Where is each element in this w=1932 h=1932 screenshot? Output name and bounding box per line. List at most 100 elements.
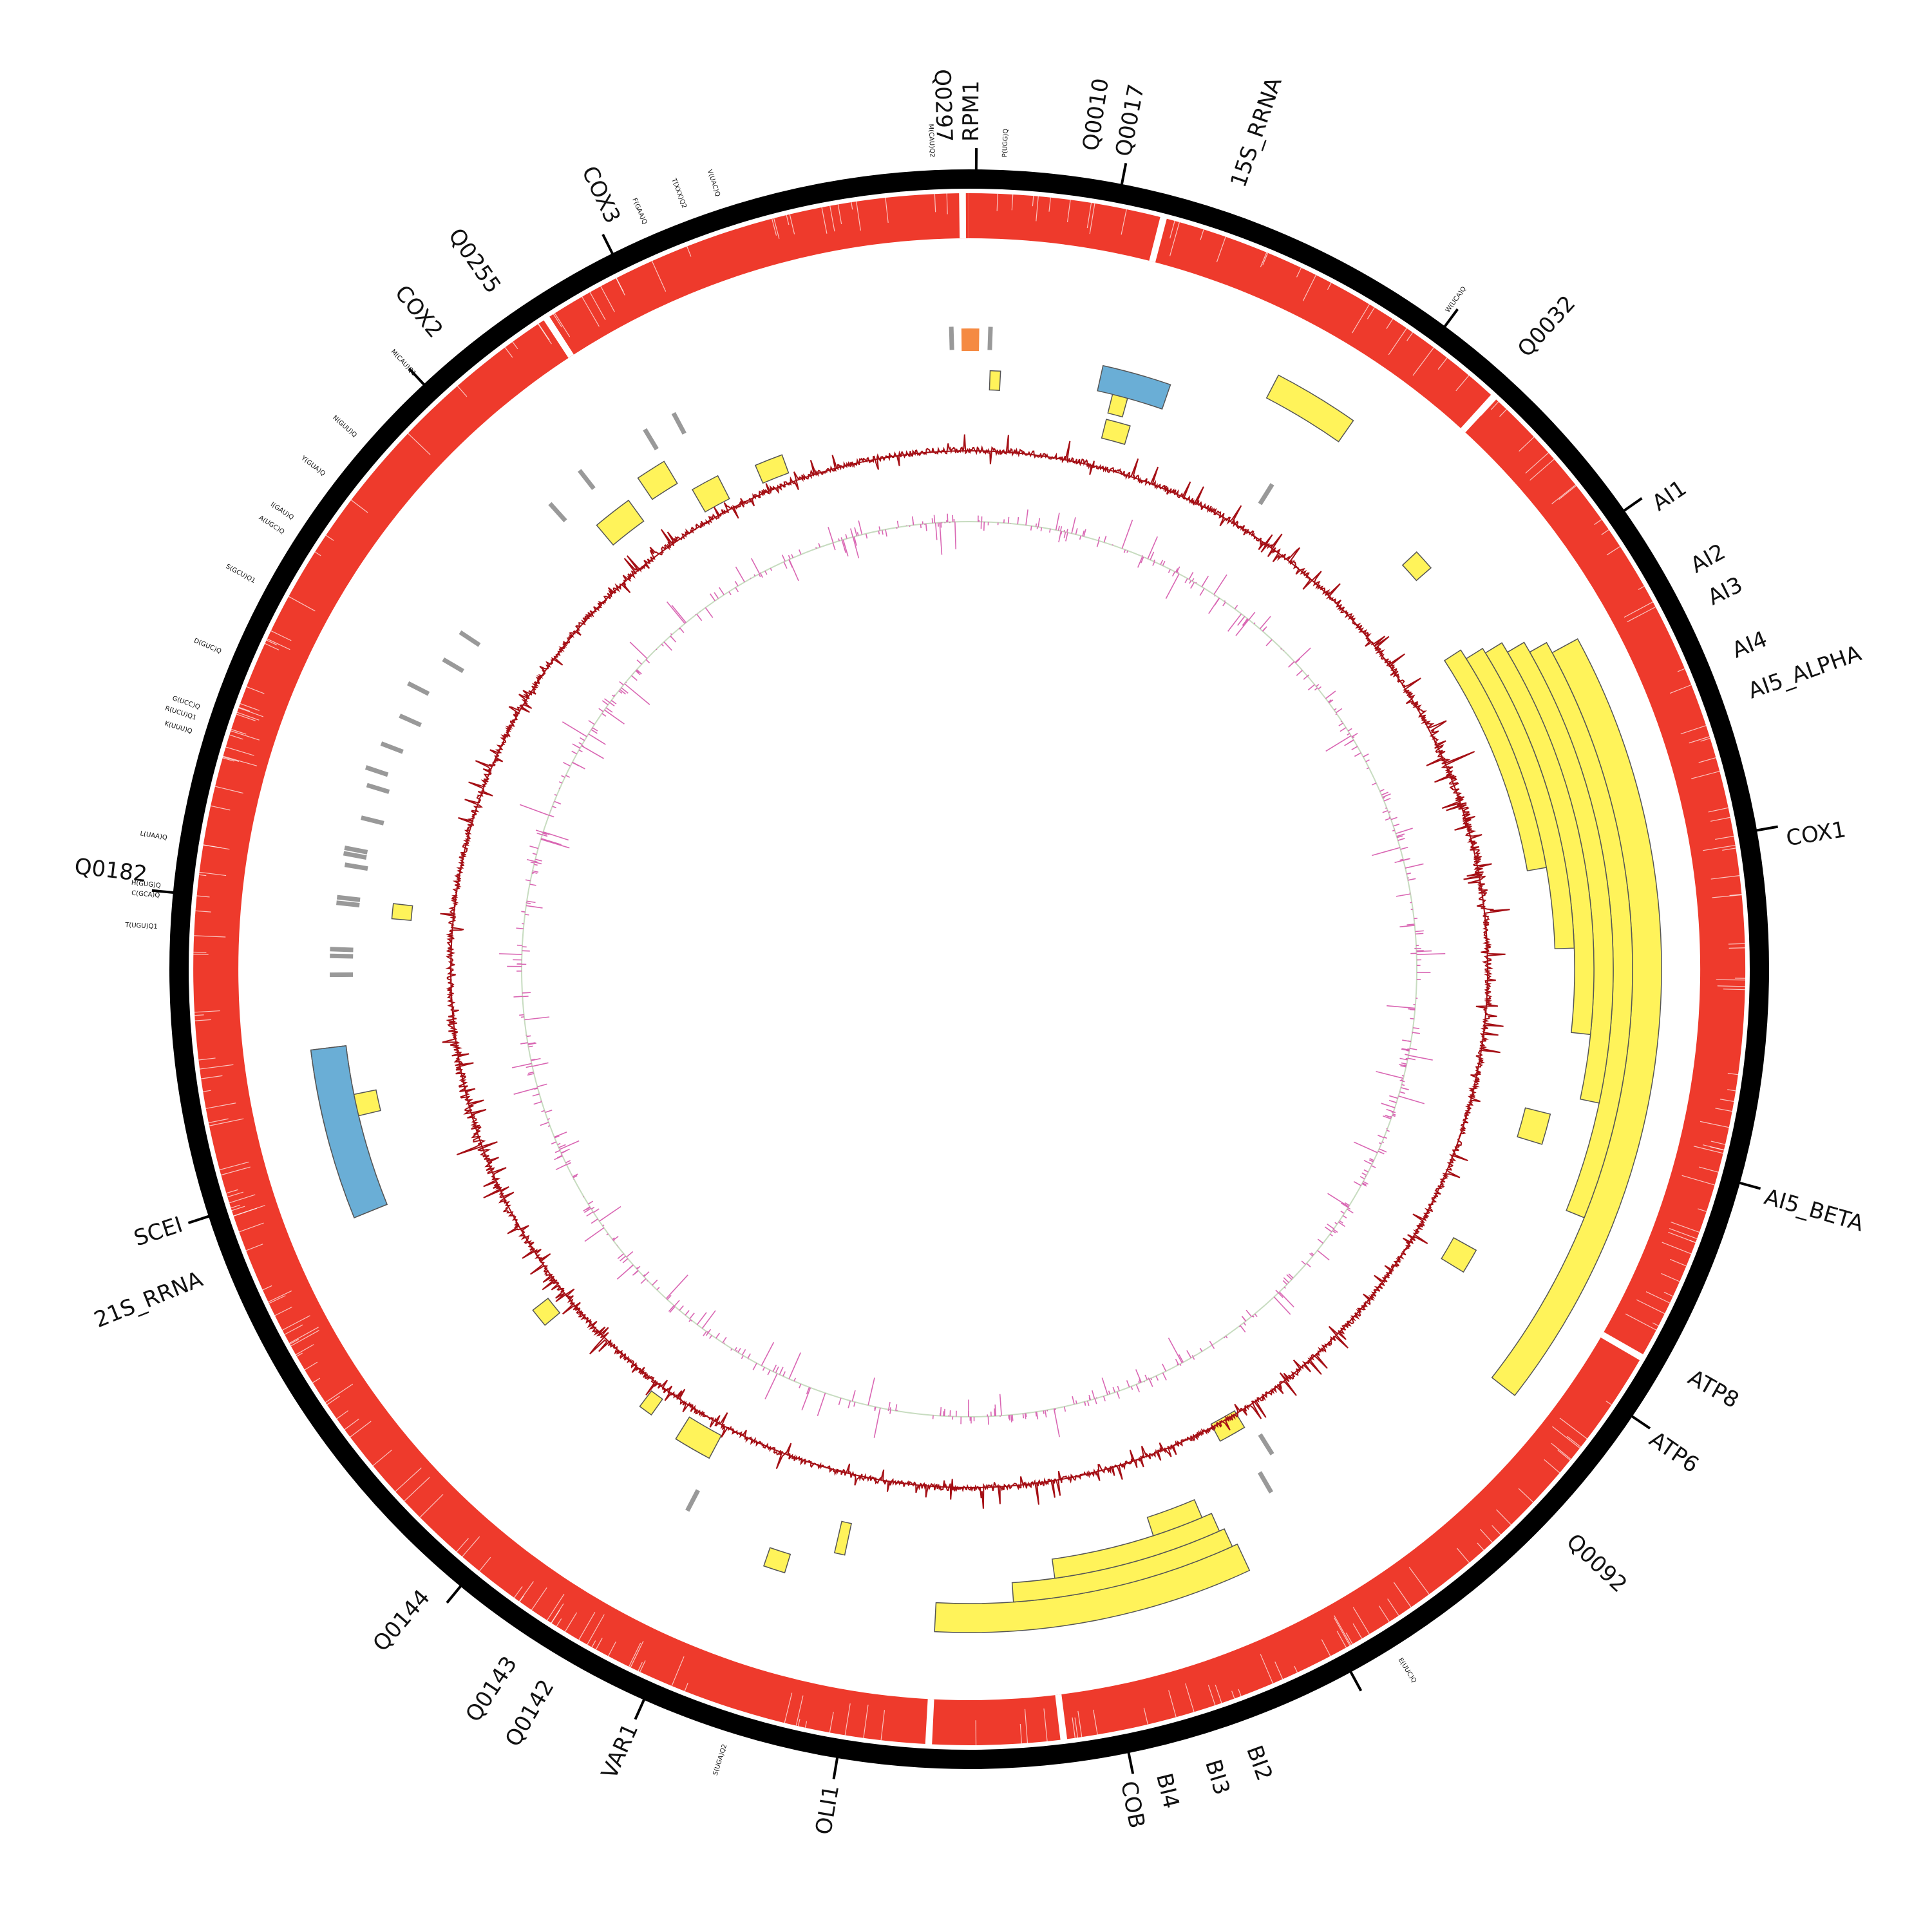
coverage-dip bbox=[404, 1477, 430, 1502]
gc-skew-bar bbox=[1283, 1277, 1289, 1283]
gc-skew-bar bbox=[636, 659, 642, 665]
gc-skew-bar bbox=[735, 1349, 738, 1352]
gc-skew-bar bbox=[601, 700, 609, 706]
gc-skew-bar bbox=[1091, 1390, 1095, 1399]
gc-skew-bar bbox=[775, 1366, 779, 1374]
gc-skew-bar bbox=[585, 1206, 591, 1211]
coverage-dip bbox=[1238, 1689, 1242, 1696]
gc-skew-bar bbox=[715, 1332, 720, 1339]
gc-skew-bar bbox=[1211, 1345, 1215, 1349]
coverage-dip bbox=[630, 1640, 644, 1668]
gc-skew-bar bbox=[1201, 576, 1209, 587]
gc-skew-bar bbox=[1063, 529, 1065, 532]
gc-skew-bar bbox=[1295, 658, 1300, 663]
gc-skew-bar bbox=[1390, 817, 1397, 820]
gc-skew-bar bbox=[1392, 1113, 1396, 1116]
gc-skew-bar bbox=[1324, 1226, 1332, 1233]
coverage-dip bbox=[1689, 736, 1710, 744]
coverage-dip bbox=[578, 1612, 596, 1640]
coverage-dip bbox=[1334, 1615, 1351, 1645]
gene-feature bbox=[1401, 551, 1432, 582]
gc-skew-bar bbox=[542, 832, 547, 835]
trna-label: M(CAU)Q1 bbox=[390, 348, 417, 377]
coverage-dip bbox=[639, 1660, 646, 1672]
tick-mark bbox=[1622, 497, 1643, 513]
gc-skew-bar bbox=[609, 702, 615, 706]
gc-skew-bar bbox=[881, 530, 884, 535]
gc-skew-bar bbox=[838, 1397, 842, 1406]
coverage-dip bbox=[289, 1327, 319, 1344]
gc-skew-bar bbox=[1147, 536, 1158, 560]
gc-skew-bar bbox=[1388, 811, 1391, 813]
coverage-dip bbox=[1728, 947, 1745, 949]
gc-skew-bar bbox=[1361, 1172, 1367, 1176]
gc-skew-bar bbox=[652, 1280, 658, 1286]
coverage-dip bbox=[1089, 203, 1095, 234]
gene-label: BI2 bbox=[1241, 1742, 1277, 1784]
gc-skew-bar bbox=[1393, 823, 1400, 827]
ncrna-feature bbox=[961, 328, 980, 352]
coverage-dip bbox=[1490, 401, 1499, 410]
gc-skew-bar bbox=[541, 1110, 545, 1113]
gc-skew-bar bbox=[647, 1280, 649, 1282]
gc-skew-bar bbox=[888, 1402, 891, 1410]
gc-skew-bar bbox=[663, 641, 672, 651]
gc-skew-bar bbox=[999, 1394, 1002, 1416]
gc-skew-bar bbox=[1385, 1114, 1392, 1118]
tick-mark bbox=[1349, 1670, 1363, 1692]
gc-skew-bar bbox=[558, 787, 560, 789]
coverage-dip bbox=[1367, 307, 1375, 319]
gc-skew-bar bbox=[934, 522, 938, 540]
coverage-dip bbox=[1712, 894, 1742, 898]
coverage-dip bbox=[1693, 1146, 1723, 1154]
gc-skew-bar bbox=[524, 1016, 550, 1021]
coverage-dip bbox=[1700, 737, 1710, 742]
gc-skew-bar bbox=[1410, 1018, 1414, 1019]
gc-skew-bar bbox=[1112, 1387, 1115, 1393]
gc-skew-bar bbox=[1262, 627, 1266, 632]
coverage-dip bbox=[773, 218, 780, 239]
coverage-dip bbox=[1700, 1121, 1729, 1128]
gc-skew-bar bbox=[1213, 574, 1227, 595]
gc-skew-bar bbox=[1009, 1415, 1010, 1421]
gc-skew-bar bbox=[1307, 674, 1309, 677]
gc-skew-bar bbox=[618, 690, 623, 694]
gc-skew-bar bbox=[1150, 551, 1155, 560]
gc-skew-bar bbox=[679, 628, 681, 630]
gc-skew-bar bbox=[572, 1173, 578, 1177]
gc-skew-bar bbox=[815, 547, 817, 549]
gc-skew-bar bbox=[838, 538, 840, 542]
gc-skew-bar bbox=[531, 1057, 541, 1061]
gene-label: COX2 bbox=[390, 280, 448, 343]
coverage-dip bbox=[1406, 332, 1414, 341]
gc-skew-bar bbox=[767, 1370, 771, 1376]
gc-skew-bar bbox=[793, 1378, 796, 1381]
coverage-gap bbox=[1461, 394, 1497, 433]
gc-skew-bar bbox=[667, 601, 686, 624]
gc-skew-bar bbox=[1248, 612, 1256, 620]
trna-feature bbox=[399, 714, 422, 728]
gc-skew-bar bbox=[1252, 1315, 1255, 1318]
gc-skew-bar bbox=[1402, 1039, 1411, 1043]
gene-label: Q0092 bbox=[1561, 1529, 1632, 1598]
gc-skew-bar bbox=[1224, 600, 1226, 602]
coverage-dip bbox=[314, 551, 321, 556]
gene-label: OLI1 bbox=[811, 1783, 844, 1837]
gc-skew-bar bbox=[573, 1175, 578, 1179]
gc-skew-bar bbox=[1195, 582, 1197, 583]
trna-feature bbox=[344, 862, 368, 871]
coverage-dip bbox=[407, 433, 431, 455]
gc-skew-bar bbox=[591, 1218, 598, 1224]
coverage-dip bbox=[395, 1467, 422, 1492]
gene-label: ATP8 bbox=[1683, 1365, 1743, 1414]
coverage-dip bbox=[829, 1712, 834, 1733]
coverage-dip bbox=[205, 1103, 236, 1109]
gc-skew-bar bbox=[845, 534, 848, 539]
gene-feature bbox=[532, 1297, 561, 1326]
gc-skew-bar bbox=[1177, 572, 1180, 574]
gc-skew-bar bbox=[1401, 1087, 1409, 1090]
gc-skew-bar bbox=[783, 562, 788, 569]
gc-skew-bar bbox=[1121, 519, 1133, 549]
coverage-dip bbox=[1544, 1459, 1560, 1473]
gc-skew-bar bbox=[832, 542, 836, 551]
